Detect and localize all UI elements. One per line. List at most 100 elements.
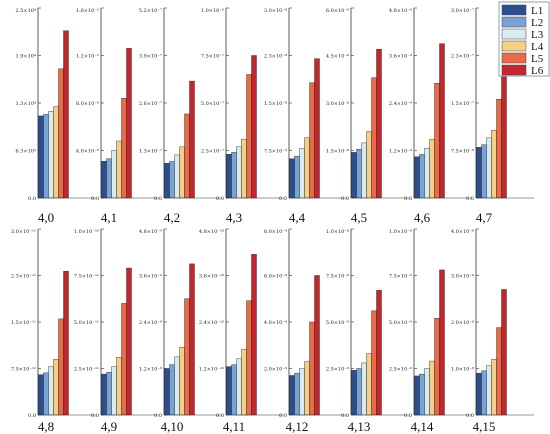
bar-l3 — [48, 111, 54, 199]
bar-l6 — [439, 43, 445, 199]
y-tick-label: 1.5×10⁻⁸ — [264, 101, 287, 107]
legend-label-l6: L6 — [531, 65, 544, 77]
y-tick-label: 0.0 — [91, 196, 99, 202]
y-tick-label: 0.0 — [466, 196, 474, 202]
bar-l3 — [48, 366, 54, 416]
bar-l1 — [101, 373, 107, 416]
y-tick-label: 0.0 — [404, 413, 412, 419]
legend-label-l1: L1 — [531, 5, 543, 17]
bar-l4 — [491, 359, 497, 416]
panel-4-11: 0.0 1.2×10⁻¹⁰ 2.4×10⁻¹⁰ 3.6×10⁻¹⁰ 4.8×10⁻¹⁰ 4… — [199, 228, 284, 434]
y-tick-label: 2.3×10⁻⁸ — [264, 54, 287, 60]
bar-l2 — [43, 114, 49, 199]
bar-l2 — [106, 372, 112, 416]
y-tick-label: 0.0 — [341, 413, 349, 419]
panel-4-3: 0.0 2.5×10⁻⁷ 5.0×10⁻⁷ 7.5×10⁻⁷ 1.0×10⁻⁶ 4,3 — [201, 7, 284, 225]
panel-label: 4,2 — [164, 210, 180, 225]
bar-l4 — [53, 106, 59, 199]
bar-l6 — [501, 289, 507, 416]
y-tick-label: 0.0 — [216, 196, 224, 202]
bar-l2 — [169, 364, 175, 416]
panel-label: 4,1 — [101, 210, 117, 225]
bar-l4 — [53, 359, 59, 416]
y-tick-label: 2.5×10⁻⁷ — [201, 149, 224, 155]
y-tick-label: 5.0×10⁻⁹ — [326, 320, 349, 326]
bar-l3 — [424, 368, 430, 416]
bar-l2 — [356, 149, 362, 199]
bar-l3 — [424, 147, 430, 199]
y-tick-label: 2.4×10⁻⁹ — [389, 101, 412, 107]
panel-label: 4,7 — [476, 210, 493, 225]
y-tick-label: 4.8×10⁻⁹ — [389, 8, 412, 14]
bar-l1 — [476, 372, 482, 416]
y-tick-label: 2.5×10⁻⁹ — [326, 367, 349, 373]
panel-label: 4,15 — [473, 419, 496, 434]
y-tick-label: 1.0×10⁻⁸ — [451, 367, 474, 373]
y-tick-label: 0.0 — [279, 413, 287, 419]
bar-l3 — [361, 362, 367, 416]
bar-l6 — [126, 267, 132, 416]
y-tick-label: 3.9×10⁻⁷ — [139, 54, 162, 60]
y-tick-label: 3.0×10⁻⁷ — [451, 8, 474, 14]
bar-l1 — [289, 158, 295, 199]
y-tick-label: 0.0 — [154, 196, 162, 202]
y-tick-label: 1.3×10⁴ — [15, 101, 36, 107]
bar-l2 — [294, 155, 300, 199]
bar-l6 — [314, 58, 320, 199]
bar-l6 — [251, 55, 257, 199]
panel-4-6: 0.0 1.2×10⁻⁹ 2.4×10⁻⁹ 3.6×10⁻⁹ 4.8×10⁻⁹ 4,6 — [389, 7, 472, 225]
bar-l6 — [376, 48, 382, 199]
bar-l5 — [371, 310, 377, 416]
bar-l3 — [299, 148, 305, 199]
y-tick-label: 1.2×10⁻⁹ — [139, 367, 162, 373]
bar-l4 — [179, 346, 185, 416]
y-tick-label: 1.9×10⁴ — [15, 54, 36, 60]
bar-l5 — [246, 300, 252, 416]
y-tick-label: 3.0×10⁻⁸ — [264, 8, 287, 14]
bar-l3 — [486, 137, 492, 199]
bar-l1 — [351, 370, 357, 416]
bar-l1 — [38, 374, 44, 416]
y-tick-label: 5.0×10⁻⁹ — [389, 320, 412, 326]
y-tick-label: 4.5×10⁻⁸ — [326, 54, 349, 60]
legend-swatch-l4 — [501, 40, 527, 52]
bar-l1 — [226, 366, 232, 416]
legend-swatch-l1 — [501, 4, 527, 16]
y-tick-label: 6.0×10⁻⁹ — [264, 274, 287, 280]
y-tick-label: 1.6×10⁻⁵ — [76, 8, 99, 14]
bar-l6 — [63, 30, 69, 199]
y-tick-label: 6.0×10⁻⁸ — [326, 8, 349, 14]
y-tick-label: 4.8×10⁻⁹ — [139, 229, 162, 235]
bar-l1 — [164, 163, 170, 199]
bar-l3 — [236, 146, 242, 199]
bar-l5 — [434, 318, 440, 416]
bar-l6 — [501, 57, 507, 199]
panel-4-5: 0.0 1.5×10⁻⁸ 3.0×10⁻⁸ 4.5×10⁻⁸ 6.0×10⁻⁸ 4,5 — [326, 7, 409, 225]
y-tick-label: 2.3×10⁻⁷ — [451, 54, 474, 60]
panel-4-9: 0.0 2.5×10⁻¹¹ 5.0×10⁻¹¹ 7.5×10⁻¹¹ 1.0×10⁻¹⁰ 4… — [74, 228, 159, 434]
panel-4-13: 0.0 2.5×10⁻⁹ 5.0×10⁻⁹ 7.5×10⁻⁹ 1.0×10⁻⁸ 4,13 — [326, 228, 409, 434]
bar-l3 — [299, 368, 305, 416]
bar-l2 — [481, 144, 487, 199]
panel-label: 4,10 — [161, 419, 184, 434]
y-tick-label: 0.0 — [341, 196, 349, 202]
bar-l1 — [226, 154, 232, 199]
bar-l2 — [169, 161, 175, 199]
legend-swatch-l2 — [501, 16, 527, 28]
y-tick-label: 3.6×10⁻⁹ — [389, 54, 412, 60]
y-tick-label: 1.2×10⁻¹⁰ — [199, 367, 224, 373]
bar-l4 — [116, 140, 122, 199]
y-tick-label: 4.0×10⁻⁸ — [451, 229, 474, 235]
bar-l4 — [491, 130, 497, 199]
y-tick-label: 1.5×10⁻⁷ — [451, 101, 474, 107]
y-tick-label: 7.5×10⁻⁷ — [201, 54, 224, 60]
bar-l4 — [429, 139, 435, 199]
bar-l6 — [126, 48, 132, 199]
y-tick-label: 1.5×10⁻¹¹ — [11, 320, 36, 326]
y-tick-label: 5.0×10⁻⁷ — [201, 101, 224, 107]
bar-l1 — [164, 368, 170, 416]
bar-l2 — [419, 373, 425, 416]
y-tick-label: 4.0×10⁻⁶ — [76, 149, 99, 155]
bar-l6 — [63, 270, 69, 416]
bar-l2 — [481, 370, 487, 416]
